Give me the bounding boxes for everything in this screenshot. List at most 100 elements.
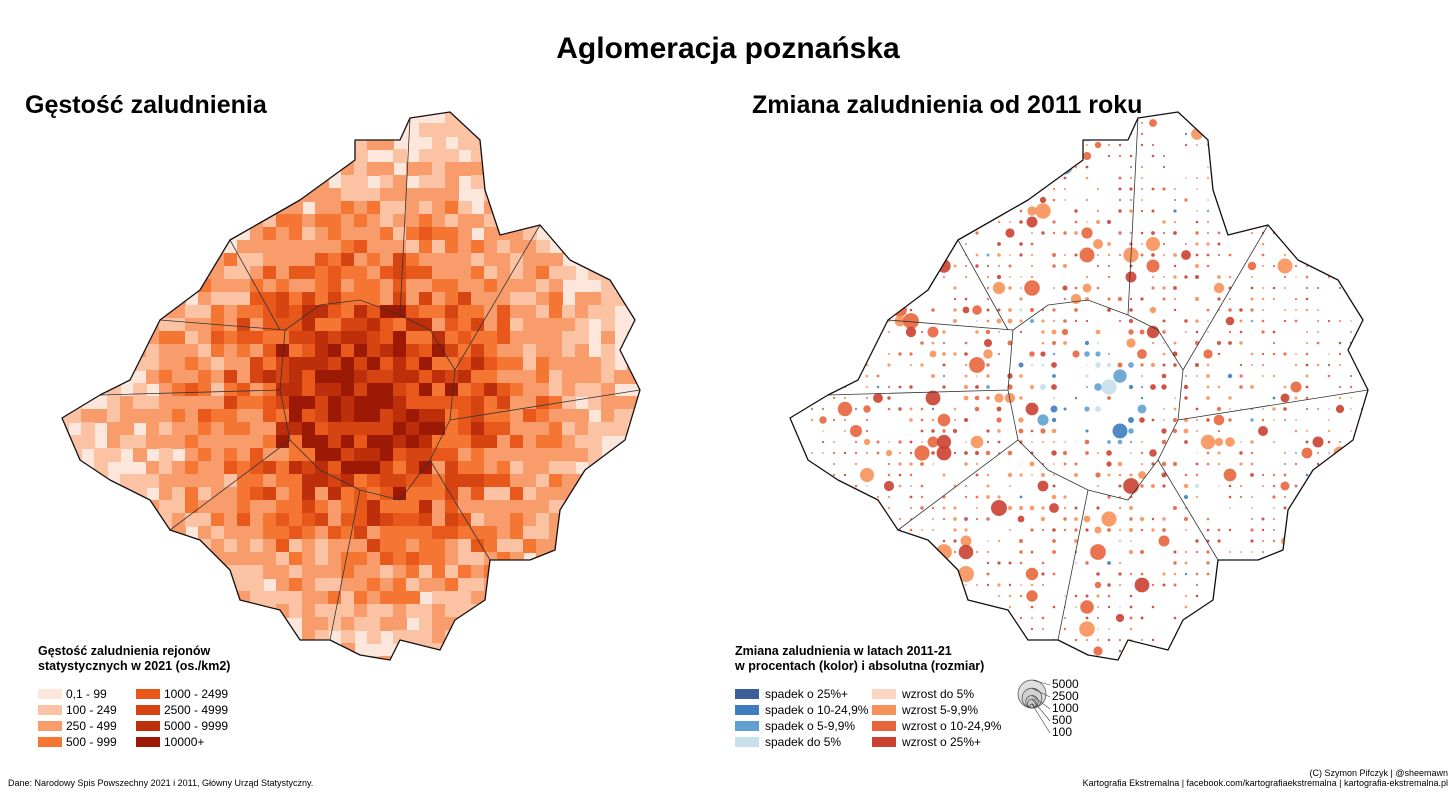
district-dot <box>1185 177 1187 179</box>
district <box>614 617 628 631</box>
district <box>458 422 472 436</box>
district-dot <box>1107 638 1111 642</box>
district-dot <box>1306 265 1308 267</box>
district <box>367 240 381 254</box>
district <box>562 240 576 254</box>
district <box>107 331 121 345</box>
district <box>328 578 342 592</box>
district-dot <box>1283 506 1287 510</box>
district <box>172 487 186 501</box>
district-dot <box>921 639 923 641</box>
district <box>445 357 459 371</box>
district <box>94 461 108 475</box>
district <box>315 318 329 332</box>
district <box>159 526 173 540</box>
district <box>575 435 589 449</box>
district <box>81 617 95 631</box>
district-dot <box>1163 243 1165 245</box>
district <box>211 305 225 319</box>
district-dot <box>844 320 846 322</box>
district-dot <box>921 441 923 443</box>
district-dot <box>833 254 835 256</box>
district <box>484 240 498 254</box>
district-dot <box>921 628 923 630</box>
leader-line <box>1031 698 1051 722</box>
district-dot <box>1240 112 1242 113</box>
district <box>510 396 524 410</box>
district-dot <box>1008 187 1012 191</box>
district-dot <box>863 438 871 446</box>
district-dot <box>1031 441 1033 443</box>
district-dot <box>855 276 857 278</box>
district-dot <box>1294 209 1298 213</box>
district-dot <box>997 154 1001 158</box>
district-dot <box>1019 220 1023 224</box>
district-dot <box>1306 650 1308 652</box>
district-dot <box>821 363 825 367</box>
district-dot <box>927 326 939 338</box>
district <box>250 201 264 215</box>
district <box>562 474 576 488</box>
district-dot <box>1162 352 1166 356</box>
district <box>224 435 238 449</box>
district <box>107 370 121 384</box>
district-dot <box>1206 319 1210 323</box>
district-dot <box>800 221 802 223</box>
district-dot <box>1294 484 1298 488</box>
district-dot <box>943 122 945 124</box>
district-dot <box>986 550 990 554</box>
district-dot <box>1251 232 1253 234</box>
district <box>536 136 550 150</box>
district-dot <box>910 364 912 366</box>
district-dot <box>899 606 901 608</box>
district-dot <box>1006 163 1014 171</box>
district <box>289 162 303 176</box>
district <box>432 331 446 345</box>
district <box>575 617 589 631</box>
district-dot <box>799 396 803 400</box>
district-dot <box>1041 616 1045 620</box>
district <box>406 240 420 254</box>
district <box>445 123 459 137</box>
district <box>367 539 381 553</box>
district <box>614 227 628 241</box>
district-dot <box>1052 176 1056 180</box>
district <box>471 474 485 488</box>
district-dot <box>1317 595 1319 597</box>
district <box>276 305 290 319</box>
district <box>471 279 485 293</box>
district-dot <box>1049 503 1059 513</box>
district <box>406 266 420 280</box>
district-dot <box>1184 561 1188 565</box>
district-dot <box>1305 341 1309 345</box>
district <box>250 370 264 384</box>
district <box>419 279 433 293</box>
district <box>601 500 615 514</box>
district-dot <box>1350 518 1352 520</box>
district-dot <box>972 129 982 139</box>
district-dot <box>943 639 945 641</box>
district <box>250 279 264 293</box>
district-dot <box>931 407 935 411</box>
district-dot <box>972 305 982 315</box>
district-dot <box>1357 261 1367 271</box>
district-dot <box>1214 437 1224 447</box>
district <box>237 344 251 358</box>
district-dot <box>1196 210 1198 212</box>
district <box>562 422 576 436</box>
district-dot <box>1117 461 1123 467</box>
district <box>263 292 277 306</box>
district-dot <box>1183 384 1189 390</box>
district-dot <box>1284 309 1286 311</box>
district-dot <box>976 639 978 641</box>
district-dot <box>1250 561 1254 565</box>
district-dot <box>1106 450 1112 456</box>
district-dot <box>1074 308 1078 312</box>
district-dot <box>1096 187 1100 191</box>
district <box>302 266 316 280</box>
district <box>302 409 316 423</box>
district-dot <box>887 572 891 576</box>
district-dot <box>1085 451 1089 455</box>
district <box>198 526 212 540</box>
size-label: 2500 <box>1052 689 1079 703</box>
